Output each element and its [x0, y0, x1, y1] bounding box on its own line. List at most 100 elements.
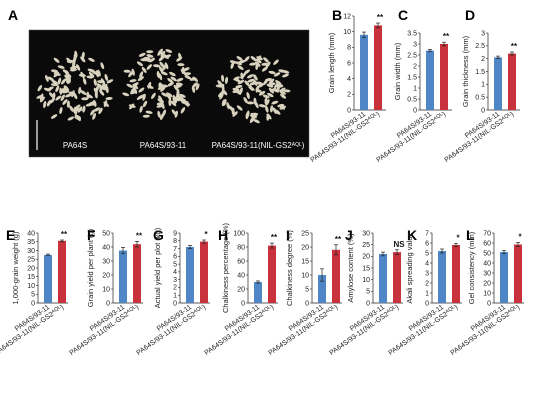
y-axis-label: Grain thickness (mm)	[461, 35, 470, 107]
grain	[280, 93, 287, 99]
grain	[282, 73, 289, 78]
y-tick-label: 1	[425, 290, 429, 297]
bar-control	[186, 247, 194, 303]
y-tick-label: 0.5	[407, 96, 417, 103]
grain	[61, 89, 70, 94]
x-category-label: PA64S/93-11(NIL-GS2AQL)	[0, 303, 65, 357]
grain	[173, 96, 178, 104]
grain	[256, 56, 263, 61]
bar-nil	[200, 241, 208, 303]
grain	[271, 100, 279, 105]
panel-letter-D: D	[465, 7, 475, 23]
y-axis-label: 1,000-grain weight (g)	[11, 231, 20, 304]
y-tick-label: 0	[305, 300, 309, 307]
grain	[261, 66, 268, 72]
grain	[160, 50, 166, 57]
grain	[85, 103, 93, 107]
grain	[171, 109, 177, 116]
y-tick-label: 8	[347, 45, 351, 52]
grain	[264, 97, 268, 105]
grain	[65, 93, 72, 98]
y-tick-label: 1	[413, 85, 417, 92]
y-tick-label: 30	[483, 270, 491, 277]
grain	[146, 64, 152, 70]
photo-label-1: PA64S	[63, 141, 87, 150]
grain	[142, 100, 148, 108]
grain	[139, 105, 143, 113]
y-tick-label: 0	[241, 300, 245, 307]
y-tick-label: 0	[413, 107, 417, 114]
y-tick-label: 9	[173, 230, 177, 237]
grain	[67, 116, 75, 121]
grain	[178, 93, 186, 98]
grain	[129, 79, 137, 83]
grain	[43, 100, 47, 109]
bar-nil	[332, 249, 340, 303]
grain	[51, 83, 59, 87]
significance-label: **	[271, 233, 278, 242]
grain	[50, 114, 58, 119]
y-tick-label: 10	[301, 272, 309, 279]
y-tick-label: 5	[305, 286, 309, 293]
significance-label: **	[443, 32, 450, 41]
grain	[229, 60, 237, 64]
grain	[157, 98, 164, 103]
grain	[257, 83, 265, 88]
grain	[272, 88, 280, 93]
grain	[170, 100, 177, 107]
error-bar	[440, 248, 444, 254]
y-tick-label: 1	[481, 82, 485, 89]
grain	[53, 72, 61, 76]
y-tick-label: 1.5	[407, 74, 417, 81]
x-category-label: PA64S/93-11(NIL-GS2AQL)	[309, 110, 381, 164]
grain	[50, 97, 55, 104]
error-bar	[135, 241, 139, 248]
grain	[177, 63, 185, 67]
grain	[237, 65, 244, 70]
grain	[246, 92, 250, 99]
error-bar	[454, 243, 458, 247]
panel-letter-E: E	[6, 227, 15, 243]
y-tick-label: 20	[237, 286, 245, 293]
grain	[153, 64, 161, 68]
grain	[219, 93, 224, 100]
grain-pile-2	[122, 48, 200, 120]
y-tick-label: 15	[27, 274, 35, 281]
grain	[249, 62, 257, 66]
grain	[279, 105, 287, 110]
grain	[137, 76, 145, 81]
y-tick-label: 2.5	[475, 43, 485, 50]
grain	[248, 86, 255, 91]
y-tick-label: 6	[425, 240, 429, 247]
y-tick-label: 5	[31, 292, 35, 299]
panel-letter-G: G	[153, 227, 164, 243]
y-tick-label: 25	[27, 257, 35, 264]
grain	[65, 77, 70, 85]
chart-panel-I: I 0 5 10 15 20 25 Chalkiness degree (%) ** PA64S/…	[267, 227, 342, 357]
grain	[131, 68, 135, 76]
grain	[174, 84, 182, 89]
y-tick-label: 4	[347, 76, 351, 83]
grain	[93, 78, 97, 86]
grain	[279, 87, 286, 93]
panel-letter-J: J	[345, 227, 353, 243]
error-bar	[188, 245, 192, 249]
y-tick-label: 25	[362, 242, 370, 249]
grain	[275, 83, 283, 87]
grain-photo-panel: A PA64S PA64S/93-11 PA64S/93-11(NIL-GS2AQL)	[8, 7, 310, 158]
grain	[234, 78, 241, 83]
y-tick-label: 7	[425, 230, 429, 237]
photo-label-2: PA64S/93-11	[140, 141, 187, 150]
bar-control	[44, 254, 52, 303]
y-tick-label: 0	[347, 107, 351, 114]
grain	[105, 96, 113, 101]
y-tick-label: 20	[362, 254, 370, 261]
grain	[247, 78, 255, 83]
panel-letter-F: F	[87, 227, 96, 243]
grain	[59, 87, 63, 95]
grain	[258, 91, 266, 96]
bar-nil	[514, 244, 522, 303]
grain	[157, 48, 163, 55]
grain	[123, 69, 131, 73]
